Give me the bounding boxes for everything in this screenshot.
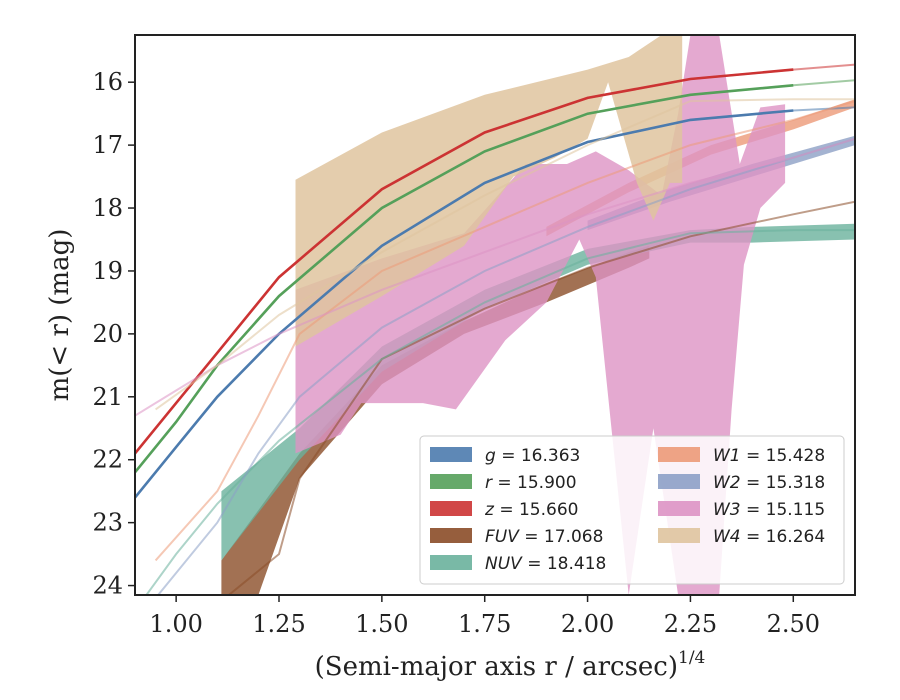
line-solid-r	[135, 84, 794, 474]
legend-label-w2: W2 = 15.318	[713, 473, 825, 493]
band-fuv	[221, 245, 650, 595]
x-tick-label: 2.50	[767, 610, 820, 638]
legend-label-w1: W1 = 15.428	[713, 446, 825, 466]
legend-label-w4: W4 = 16.264	[713, 527, 825, 547]
legend-swatch-w1	[658, 447, 700, 462]
x-tick-label: 1.25	[252, 610, 305, 638]
y-tick-label: 21	[92, 383, 123, 411]
legend-label-w3: W3 = 15.115	[713, 500, 825, 520]
line-solid-z	[135, 68, 794, 455]
line-fuv	[227, 200, 855, 595]
y-tick-label: 18	[92, 194, 123, 222]
x-tick-label: 1.75	[458, 610, 511, 638]
line-w3	[135, 137, 855, 417]
y-tick-label: 23	[92, 509, 123, 537]
y-tick-label: 19	[92, 257, 123, 285]
x-tick-label: 2.00	[561, 610, 614, 638]
legend-label-fuv: FUV = 17.068	[485, 527, 603, 547]
legend-swatch-w2	[658, 474, 700, 489]
x-tick-label: 2.25	[664, 610, 717, 638]
line-solid-g	[135, 109, 794, 499]
legend-label-r: r = 15.900	[485, 473, 577, 493]
legend-swatch-w4	[658, 528, 700, 543]
x-tick-label: 1.50	[355, 610, 408, 638]
y-axis-title: m(< r) (mag)	[45, 229, 75, 402]
y-tick-label: 16	[92, 68, 123, 96]
legend-swatch-w3	[658, 501, 700, 516]
legend-swatch-r	[430, 474, 472, 489]
legend-swatch-nuv	[430, 555, 472, 570]
y-tick-label: 22	[92, 446, 123, 474]
line-nuv	[145, 229, 855, 595]
legend-swatch-fuv	[430, 528, 472, 543]
legend: g = 16.363 r = 15.900 z = 15.660 FUV = 17.0…	[419, 435, 845, 585]
legend-label-z: z = 15.660	[484, 500, 578, 520]
x-axis-title-exponent: 1/4	[678, 648, 705, 668]
x-tick-label: 1.00	[149, 610, 202, 638]
y-tick-label: 20	[92, 320, 123, 348]
legend-label-g: g = 16.363	[485, 446, 580, 466]
line-w1	[154, 100, 855, 562]
line-w4	[155, 98, 855, 411]
x-axis-title: (Semi-major axis r / arcsec)1/4	[315, 648, 706, 682]
band-w4	[295, 35, 683, 347]
legend-label-nuv: NUV = 18.418	[485, 554, 606, 574]
legend-swatch-z	[430, 501, 472, 516]
plot-frame	[134, 34, 856, 596]
legend-box	[419, 435, 845, 585]
y-tick-label: 24	[92, 572, 123, 600]
y-axis-ticks: 16 17 18 19 20 21 22 23 24	[92, 68, 135, 600]
series-lines	[135, 63, 855, 595]
line-w2	[156, 137, 855, 595]
x-axis-ticks: 1.00 1.25 1.50 1.75 2.00 2.25 2.50	[149, 595, 820, 638]
legend-swatch-g	[430, 447, 472, 462]
y-tick-label: 17	[92, 131, 123, 159]
legend-entries: g = 16.363 r = 15.900 z = 15.660 FUV = 17.0…	[430, 446, 825, 574]
